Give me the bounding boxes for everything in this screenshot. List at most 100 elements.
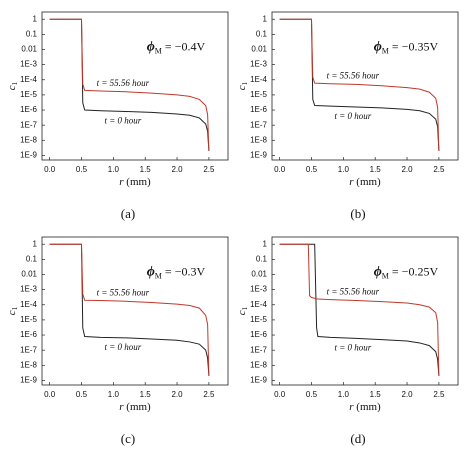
y-tick-label: 0.1 [26,254,38,263]
y-axis-symbol: c [6,310,18,315]
y-tick-label: 1E-9 [20,151,37,160]
y-tick-label: 1E-4 [20,75,37,84]
y-tick-label: 1E-4 [20,300,37,309]
x-tick-label: 1.0 [108,390,120,399]
x-axis-unit: (mm) [354,176,382,188]
series-line [49,243,210,376]
y-tick-label: 1E-7 [20,345,37,354]
x-tick-label: 1.5 [140,390,152,399]
x-tick-label: 2.5 [433,165,445,174]
x-tick-label: 0.5 [76,165,88,174]
y-axis-symbol: c [236,85,248,90]
y-tick-label: 0.01 [251,45,267,54]
annotation-subscript: M [155,271,162,280]
potential-annotation: ϕM = −0.3V [147,264,206,280]
x-axis-unit: (mm) [124,176,152,188]
x-tick-label: 1.5 [370,390,382,399]
series-label: t = 55.56 hour [327,287,380,297]
y-tick-label: 0.1 [26,29,38,38]
x-tick-label: 0.0 [44,390,56,399]
y-tick-label: 1E-3 [20,60,37,69]
series-label: t = 55.56 hour [97,78,150,88]
y-axis-subscript: 1 [11,81,19,85]
series-line [279,18,440,151]
x-axis-label: r (mm) [349,401,381,413]
x-axis-label: r (mm) [119,401,151,413]
series-label: t = 55.56 hour [97,287,150,297]
y-tick-label: 1E-3 [20,285,37,294]
y-axis-label: c1 [6,306,19,315]
annotation-subscript: M [382,271,389,280]
annotation-text: = −0.3V [162,264,206,278]
y-tick-label: 1E-7 [250,120,267,129]
panel-caption: (a) [121,206,135,221]
x-tick-label: 0.5 [306,165,318,174]
y-tick-label: 1E-3 [250,60,267,69]
y-tick-label: 1 [263,239,268,248]
x-tick-label: 0.0 [274,165,286,174]
y-tick-label: 0.01 [21,45,37,54]
y-axis-subscript: 1 [241,81,249,85]
y-tick-label: 1E-8 [250,135,267,144]
y-axis-subscript: 1 [11,306,19,310]
annotation-symbol: ϕ [374,40,382,55]
y-tick-label: 1E-5 [250,90,267,99]
series-line [49,18,210,151]
y-tick-label: 1 [33,14,38,23]
y-tick-label: 1E-3 [250,285,267,294]
x-axis-unit: (mm) [354,401,382,413]
x-tick-label: 2.0 [171,165,183,174]
y-tick-label: 1 [33,239,38,248]
y-axis-label: c1 [236,306,249,315]
y-tick-label: 1E-9 [20,376,37,385]
x-tick-label: 1.0 [338,390,350,399]
y-tick-label: 0.1 [256,29,268,38]
annotation-text: = −0.4V [162,39,206,53]
x-axis-label: r (mm) [349,176,381,188]
y-tick-label: 1E-9 [250,376,267,385]
x-tick-label: 2.5 [203,390,215,399]
x-tick-label: 2.5 [203,165,215,174]
x-tick-label: 2.5 [433,390,445,399]
x-tick-label: 1.0 [338,165,350,174]
y-tick-label: 1E-7 [250,345,267,354]
y-tick-label: 1E-5 [20,90,37,99]
panel-caption: (b) [350,206,365,221]
x-tick-label: 0.0 [44,165,56,174]
annotation-symbol: ϕ [374,265,382,280]
x-tick-label: 1.5 [370,165,382,174]
annotation-text: = −0.35V [389,39,439,53]
y-tick-label: 0.01 [21,270,37,279]
annotation-subscript: M [155,46,162,55]
y-tick-label: 1E-8 [20,135,37,144]
y-axis-symbol: c [236,310,248,315]
x-tick-label: 0.0 [274,390,286,399]
y-tick-label: 1E-8 [250,360,267,369]
y-tick-label: 1E-6 [20,105,37,114]
series-line [279,243,440,376]
plot-frame [271,236,459,386]
y-tick-label: 1E-5 [20,315,37,324]
y-axis-subscript: 1 [241,306,249,310]
x-axis-symbol: r [119,176,124,188]
y-tick-label: 1 [263,14,268,23]
y-tick-label: 1E-6 [20,330,37,339]
x-tick-label: 1.0 [108,165,120,174]
x-tick-label: 1.5 [140,165,152,174]
y-tick-label: 1E-7 [20,120,37,129]
annotation-symbol: ϕ [147,265,155,280]
y-tick-label: 0.1 [256,254,268,263]
potential-annotation: ϕM = −0.4V [147,39,206,55]
y-tick-label: 1E-6 [250,330,267,339]
panel-caption: (c) [121,431,135,446]
plot-frame [41,236,229,386]
x-tick-label: 2.0 [401,390,413,399]
x-tick-label: 0.5 [306,390,318,399]
annotation-symbol: ϕ [147,40,155,55]
y-tick-label: 1E-8 [20,360,37,369]
y-tick-label: 1E-6 [250,105,267,114]
x-tick-label: 0.5 [76,390,88,399]
x-tick-label: 2.0 [401,165,413,174]
series-label: t = 55.56 hour [327,70,380,80]
